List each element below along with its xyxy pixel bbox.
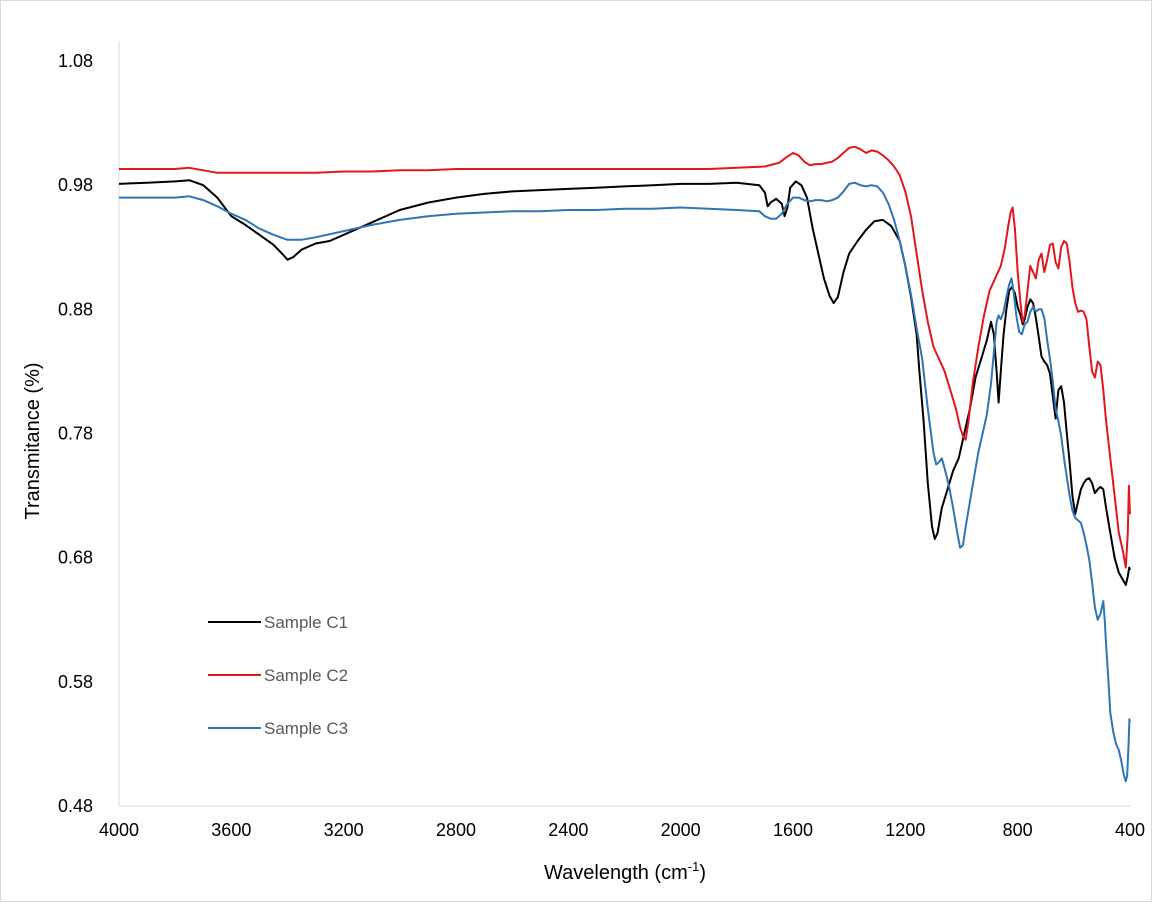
y-axis-ticks: 0.48 0.58 0.68 0.78 0.88 0.98 1.08 [58,51,93,816]
legend-label-sample-c1: Sample C1 [264,613,348,632]
plot-axes [118,41,1130,807]
x-tick-label: 1200 [885,820,925,840]
series-line-sample-c3 [119,181,1131,783]
series-line-sample-c1 [118,179,1131,586]
y-tick-label: 0.68 [58,548,93,568]
y-tick-label: 0.48 [58,796,93,816]
x-tick-label: 2000 [661,820,701,840]
x-tick-label: 4000 [99,820,139,840]
x-tick-label: 2400 [548,820,588,840]
series-line-sample-c2 [119,145,1131,569]
x-tick-label: 3600 [211,820,251,840]
x-tick-label: 400 [1115,820,1145,840]
x-tick-label: 3200 [324,820,364,840]
y-tick-label: 1.08 [58,51,93,71]
x-axis-ticks: 4000 3600 3200 2800 2400 2000 1600 1200 800 400 [99,820,1145,840]
y-axis-title: Transmitance (%) [22,362,44,519]
legend: Sample C1 Sample C2 Sample C3 [208,613,348,738]
y-tick-label: 0.98 [58,175,93,195]
y-tick-label: 0.78 [58,424,93,444]
x-tick-label: 2800 [436,820,476,840]
y-tick-label: 0.58 [58,672,93,692]
legend-label-sample-c2: Sample C2 [264,666,348,685]
legend-label-sample-c3: Sample C3 [264,719,348,738]
series-lines [118,145,1131,783]
y-tick-label: 0.88 [58,299,93,319]
x-tick-label: 1600 [773,820,813,840]
x-tick-label: 800 [1003,820,1033,840]
x-axis-title: Wavelength (cm-1) [544,859,706,884]
